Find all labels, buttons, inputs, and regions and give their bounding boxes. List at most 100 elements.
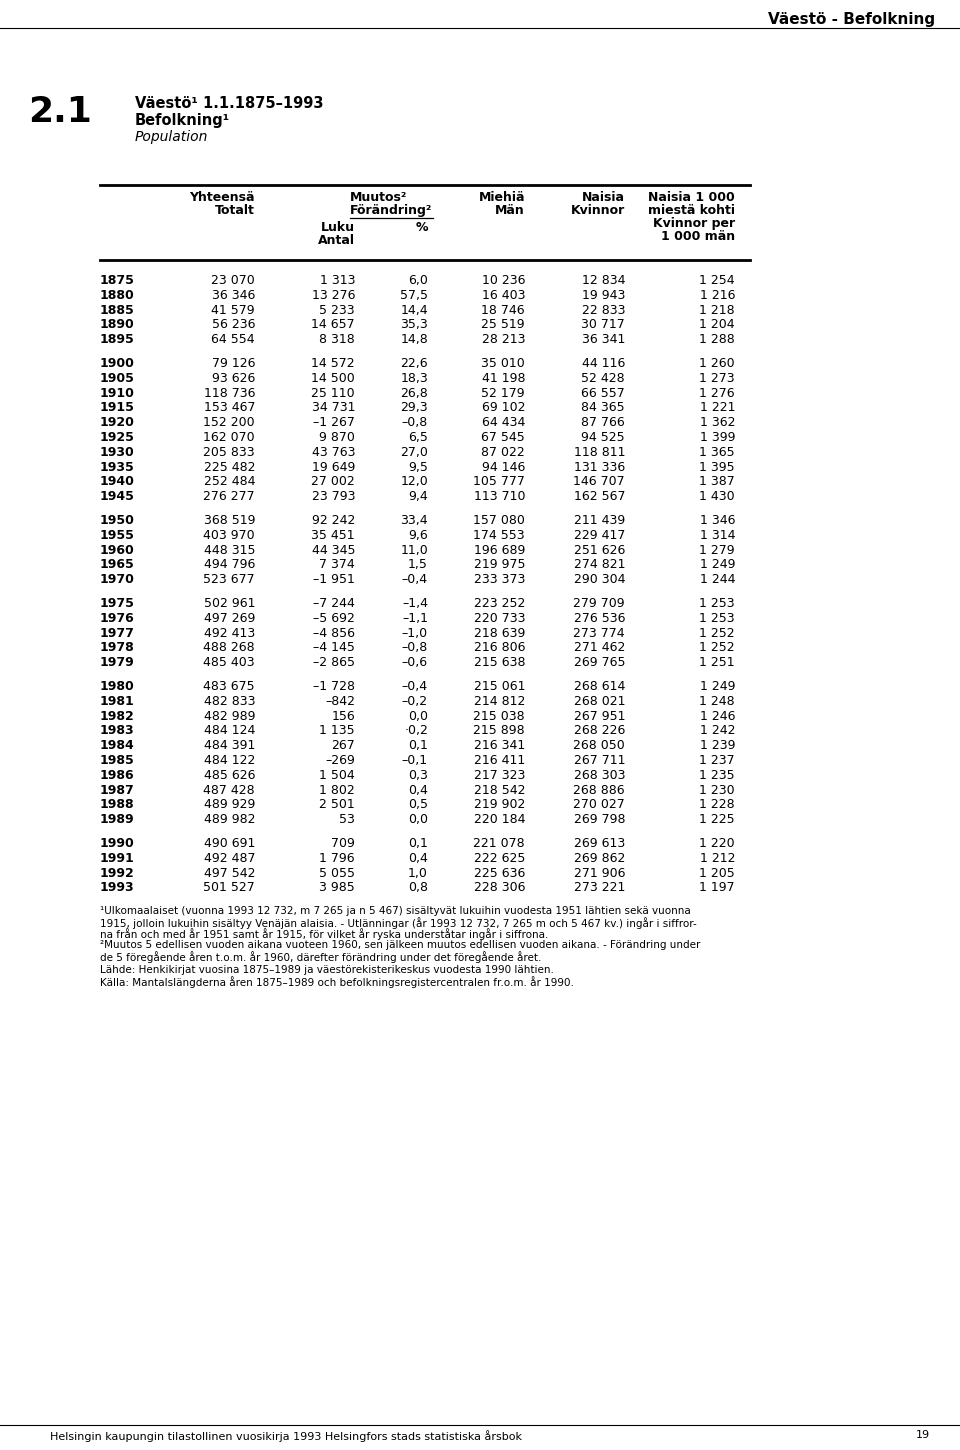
Text: 1940: 1940 [100,476,134,489]
Text: 1915, jolloin lukuihin sisältyy Venäjän alaisia. - Utlänningar (år 1993 12 732, : 1915, jolloin lukuihin sisältyy Venäjän … [100,918,697,929]
Text: 1935: 1935 [100,461,134,474]
Text: –2 865: –2 865 [313,657,355,670]
Text: 271 462: 271 462 [574,641,625,654]
Text: 25 110: 25 110 [311,387,355,400]
Text: 1975: 1975 [100,597,134,610]
Text: 18 746: 18 746 [481,303,525,316]
Text: 1 204: 1 204 [700,319,735,332]
Text: 501 527: 501 527 [204,882,255,895]
Text: 92 242: 92 242 [312,513,355,526]
Text: 274 821: 274 821 [573,558,625,571]
Text: 490 691: 490 691 [204,837,255,850]
Text: 268 614: 268 614 [574,680,625,693]
Text: 1992: 1992 [100,867,134,880]
Text: 1880: 1880 [100,289,134,302]
Text: 1 395: 1 395 [700,461,735,474]
Text: 270 027: 270 027 [573,799,625,812]
Text: 9,4: 9,4 [408,490,428,503]
Text: Kvinnor: Kvinnor [571,204,625,218]
Text: 488 268: 488 268 [204,641,255,654]
Text: 487 428: 487 428 [204,783,255,796]
Text: 1 242: 1 242 [700,725,735,738]
Text: 57,5: 57,5 [400,289,428,302]
Text: 218 639: 218 639 [473,626,525,639]
Text: 19 649: 19 649 [312,461,355,474]
Text: 489 929: 489 929 [204,799,255,812]
Text: 273 221: 273 221 [574,882,625,895]
Text: 497 542: 497 542 [204,867,255,880]
Text: 34 731: 34 731 [311,402,355,415]
Text: 1945: 1945 [100,490,134,503]
Text: de 5 föregående åren t.o.m. år 1960, därefter förändring under det föregående år: de 5 föregående åren t.o.m. år 1960, där… [100,951,541,963]
Text: 269 613: 269 613 [574,837,625,850]
Text: 1 237: 1 237 [700,754,735,767]
Text: 1 387: 1 387 [699,476,735,489]
Text: 267: 267 [331,740,355,753]
Text: 1987: 1987 [100,783,134,796]
Text: 93 626: 93 626 [211,371,255,384]
Text: 1 135: 1 135 [320,725,355,738]
Text: 43 763: 43 763 [311,445,355,458]
Text: 214 812: 214 812 [473,695,525,708]
Text: –1,4: –1,4 [402,597,428,610]
Text: –1,1: –1,1 [402,612,428,625]
Text: 1 796: 1 796 [320,851,355,864]
Text: 19 943: 19 943 [582,289,625,302]
Text: Luku: Luku [321,220,355,233]
Text: 1910: 1910 [100,387,134,400]
Text: 216 341: 216 341 [473,740,525,753]
Text: 269 798: 269 798 [573,813,625,826]
Text: Väestö¹ 1.1.1875–1993: Väestö¹ 1.1.1875–1993 [135,96,324,112]
Text: 1905: 1905 [100,371,134,384]
Text: –1,0: –1,0 [402,626,428,639]
Text: 44 116: 44 116 [582,357,625,370]
Text: 35 010: 35 010 [481,357,525,370]
Text: Lähde: Henkikirjat vuosina 1875–1989 ja väestörekisterikeskus vuodesta 1990 läht: Lähde: Henkikirjat vuosina 1875–1989 ja … [100,966,554,976]
Text: 13 276: 13 276 [311,289,355,302]
Text: 217 323: 217 323 [473,768,525,782]
Text: 1 253: 1 253 [700,612,735,625]
Text: 222 625: 222 625 [473,851,525,864]
Text: 1982: 1982 [100,709,134,722]
Text: 87 022: 87 022 [481,445,525,458]
Text: 41 198: 41 198 [482,371,525,384]
Text: –7 244: –7 244 [313,597,355,610]
Text: 523 677: 523 677 [204,573,255,586]
Text: 2.1: 2.1 [28,96,92,129]
Text: 36 346: 36 346 [211,289,255,302]
Text: 215 638: 215 638 [473,657,525,670]
Text: na från och med år 1951 samt år 1915, för vilket år ryska underståtar ingår i si: na från och med år 1951 samt år 1915, fö… [100,928,548,940]
Text: 0,8: 0,8 [408,882,428,895]
Text: –4 856: –4 856 [313,626,355,639]
Text: 1965: 1965 [100,558,134,571]
Text: 1875: 1875 [100,274,134,287]
Text: 16 403: 16 403 [482,289,525,302]
Text: Naisia 1 000: Naisia 1 000 [648,191,735,204]
Text: 215 061: 215 061 [473,680,525,693]
Text: 1 254: 1 254 [700,274,735,287]
Text: Population: Population [135,130,208,144]
Text: 219 902: 219 902 [473,799,525,812]
Text: –1 728: –1 728 [313,680,355,693]
Text: 157 080: 157 080 [473,513,525,526]
Text: 484 391: 484 391 [204,740,255,753]
Text: 229 417: 229 417 [574,529,625,542]
Text: 66 557: 66 557 [581,387,625,400]
Text: 267 711: 267 711 [573,754,625,767]
Text: 1 362: 1 362 [700,416,735,429]
Text: 269 862: 269 862 [574,851,625,864]
Text: 22,6: 22,6 [400,357,428,370]
Text: –0,6: –0,6 [402,657,428,670]
Text: 215 038: 215 038 [473,709,525,722]
Text: 25 519: 25 519 [481,319,525,332]
Text: Helsingin kaupungin tilastollinen vuosikirja 1993 Helsingfors stads statistiska : Helsingin kaupungin tilastollinen vuosik… [50,1430,522,1441]
Text: 269 765: 269 765 [573,657,625,670]
Text: 5 055: 5 055 [319,867,355,880]
Text: Miehiä: Miehiä [478,191,525,204]
Text: 10 236: 10 236 [482,274,525,287]
Text: 14 572: 14 572 [311,357,355,370]
Text: 22 833: 22 833 [582,303,625,316]
Text: 27,0: 27,0 [400,445,428,458]
Text: Källa: Mantalslängderna åren 1875–1989 och befolkningsregistercentralen fr.o.m. : Källa: Mantalslängderna åren 1875–1989 o… [100,976,574,987]
Text: –0,2: –0,2 [402,695,428,708]
